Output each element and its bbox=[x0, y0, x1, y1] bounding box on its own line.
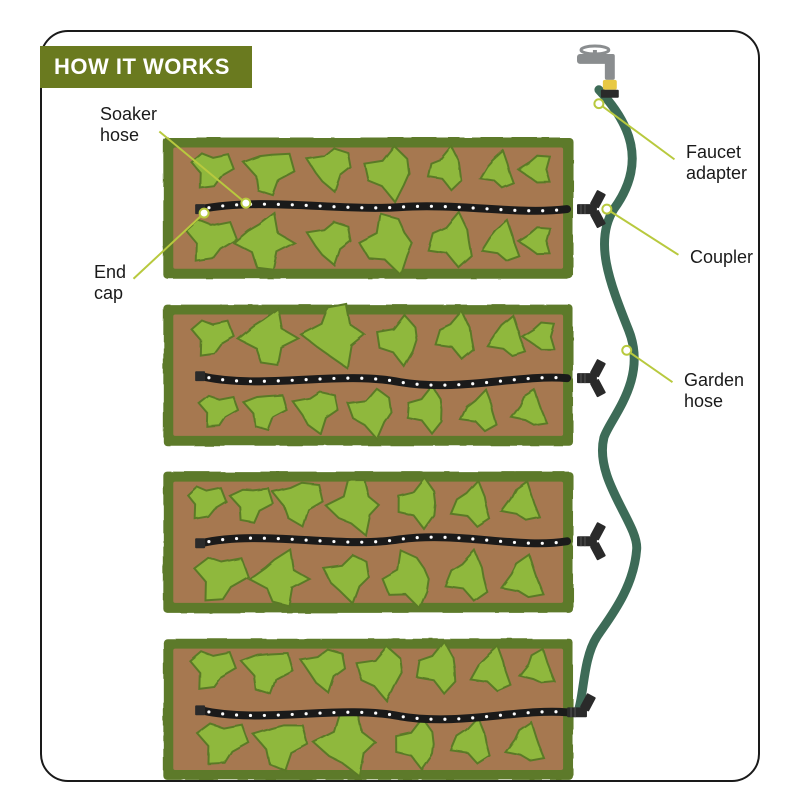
garden-hose bbox=[579, 90, 637, 709]
label-garden-hose: Garden hose bbox=[684, 370, 744, 411]
label-faucet-adapter: Faucet adapter bbox=[686, 142, 747, 183]
diagram-frame: HOW IT WORKS Soaker hose End cap Faucet … bbox=[40, 30, 760, 782]
label-soaker-hose: Soaker hose bbox=[100, 104, 157, 145]
label-coupler: Coupler bbox=[690, 247, 753, 268]
label-end-cap: End cap bbox=[94, 262, 126, 303]
